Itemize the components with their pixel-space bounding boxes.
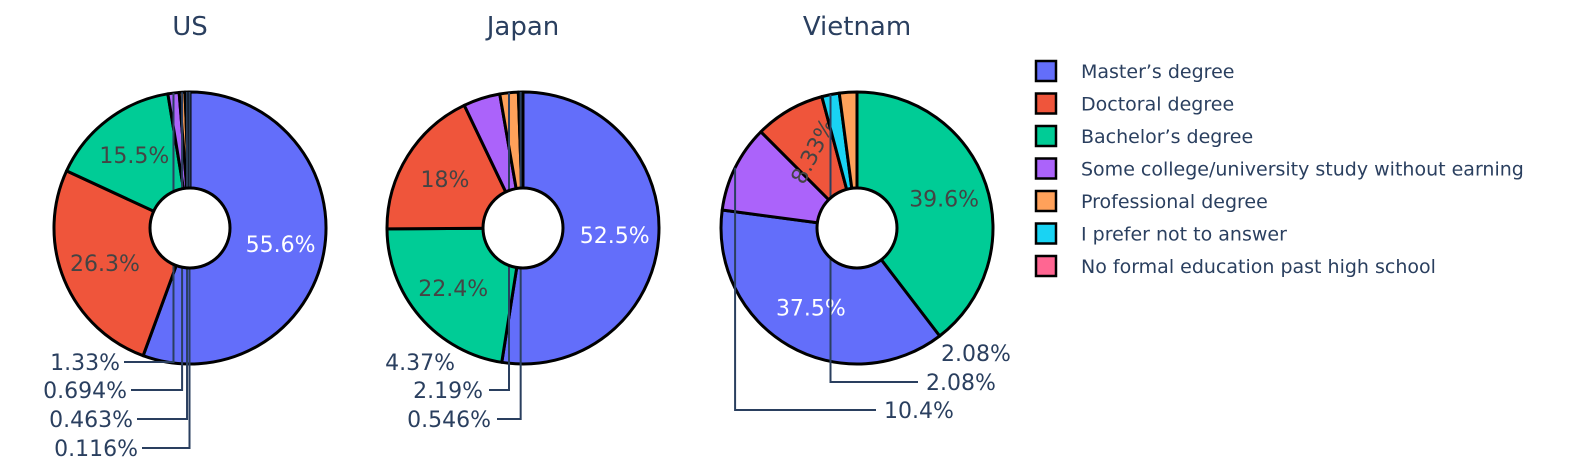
pie-title: Japan: [485, 12, 560, 42]
legend-item[interactable]: Master’s degree: [1034, 59, 1234, 83]
slice-label: 2.19%: [413, 379, 483, 404]
pie-title: US: [172, 12, 208, 42]
legend-item[interactable]: I prefer not to answer: [1034, 222, 1287, 246]
slice-label: 18%: [421, 168, 470, 193]
slice-label: 0.116%: [54, 437, 138, 462]
legend-label: Doctoral degree: [1081, 94, 1234, 116]
slice-master-s-degree[interactable]: [500, 90, 661, 366]
leader-line: [829, 94, 918, 383]
slice-label: 2.08%: [941, 342, 1011, 367]
slice-bachelor-s-degree[interactable]: [65, 92, 192, 230]
legend-label: I prefer not to answer: [1081, 224, 1287, 246]
slice-label: 1.33%: [50, 351, 120, 376]
leader-line: [124, 93, 175, 363]
slice-label: 22.4%: [418, 277, 488, 302]
slice-bachelor-s-degree[interactable]: [385, 226, 525, 364]
legend-label: Professional degree: [1081, 191, 1268, 213]
legend-label: Bachelor’s degree: [1081, 126, 1253, 148]
slice-label: 26.3%: [70, 252, 140, 277]
donut-hole: [815, 186, 899, 270]
slice-label: 0.694%: [43, 379, 127, 404]
slice-label: 55.6%: [246, 233, 316, 258]
pie-us: US 55.6% 26.3% 15.5% 1.33% 0.694% 0.463% 0.116%: [43, 12, 328, 462]
legend-swatch: [1034, 254, 1058, 278]
legend-item[interactable]: Doctoral degree: [1034, 92, 1234, 116]
legend-item[interactable]: Some college/university study without ea…: [1034, 157, 1524, 181]
pie-title: Vietnam: [803, 12, 911, 42]
slice-label: 39.6%: [909, 187, 979, 212]
slice-label: 52.5%: [580, 224, 650, 249]
legend-swatch: [1034, 92, 1058, 115]
legend-swatch: [1034, 59, 1058, 83]
legend-item[interactable]: Bachelor’s degree: [1034, 124, 1253, 148]
legend-swatch: [1034, 157, 1058, 180]
legend-swatch: [1034, 189, 1058, 213]
slice-label: 4.37%: [385, 351, 455, 376]
leader-line: [734, 167, 876, 411]
donut-hole: [481, 186, 565, 270]
slice-label: 37.5%: [776, 297, 846, 322]
slice-label: 15.5%: [99, 144, 169, 169]
slice-label: 10.4%: [884, 399, 954, 424]
slice-label: 0.463%: [49, 408, 133, 433]
legend-label: Master’s degree: [1081, 61, 1234, 83]
slice-doctoral-degree[interactable]: [385, 103, 525, 231]
legend-item[interactable]: No formal education past high school: [1034, 254, 1436, 278]
legend-label: Some college/university study without ea…: [1081, 159, 1524, 181]
legend-label: No formal education past high school: [1081, 256, 1436, 278]
pie-japan: Japan 52.5% 22.4% 18% 4.37% 2.19% 0.546%: [385, 12, 661, 433]
legend-swatch: [1034, 222, 1058, 245]
legend-swatch: [1034, 124, 1058, 148]
legend: Master’s degree Doctoral degree Bachelor’s…: [1034, 59, 1524, 278]
slice-label: 0.546%: [407, 408, 491, 433]
donut-hole: [148, 186, 232, 270]
slice-bachelor-s-degree[interactable]: [855, 90, 995, 338]
legend-item[interactable]: Professional degree: [1034, 189, 1268, 213]
slice-label: 2.08%: [926, 371, 996, 396]
